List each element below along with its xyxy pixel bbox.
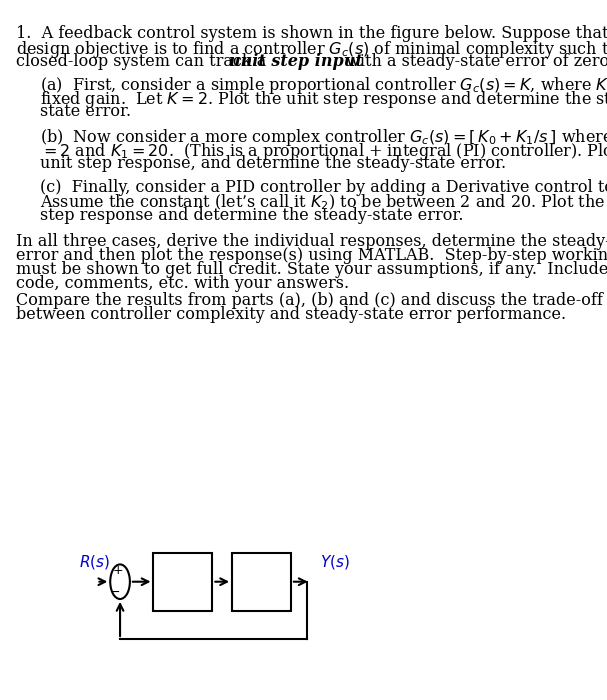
Text: +: + [112,564,123,577]
Text: unit step response, and determine the steady-state error.: unit step response, and determine the st… [39,155,506,172]
Text: (b)  Now consider a more complex controller $G_c(s) = [\, K_0 + K_1/s\,]$ where : (b) Now consider a more complex controll… [39,127,607,148]
Text: design objective is to find a controller $G_c(s)$ of minimal complexity such tha: design objective is to find a controller… [16,38,607,60]
Text: 1.  A feedback control system is shown in the figure below. Suppose that our: 1. A feedback control system is shown in… [16,25,607,42]
Text: $R(s)$: $R(s)$ [79,553,110,571]
Text: closed-loop system can track a: closed-loop system can track a [16,52,271,69]
Bar [154,553,212,611]
Text: step response and determine the steady-state error.: step response and determine the steady-s… [39,206,463,224]
Text: (c)  Finally, consider a PID controller by adding a Derivative control to (b).: (c) Finally, consider a PID controller b… [39,179,607,196]
Text: state error.: state error. [39,103,131,120]
Text: must be shown to get full credit. State your assumptions, if any.  Include the: must be shown to get full credit. State … [16,261,607,278]
Text: fixed gain.  Let $K = 2$. Plot the unit step response and determine the steady-: fixed gain. Let $K = 2$. Plot the unit s… [39,89,607,110]
Text: with a steady-state error of zero.: with a steady-state error of zero. [341,52,607,69]
Text: unit step input: unit step input [229,52,363,69]
Text: $s + 10$: $s + 10$ [240,589,283,603]
Text: $G_c(s)$: $G_c(s)$ [164,573,202,591]
Text: $= 2$ and $K_1 = 20$.  (This is a proportional + integral (PI) controller). Plot: $= 2$ and $K_1 = 20$. (This is a proport… [39,141,607,162]
Text: 10: 10 [253,562,270,576]
Bar [232,553,291,611]
Text: −: − [110,587,121,599]
Text: Compare the results from parts (a), (b) and (c) and discuss the trade-off: Compare the results from parts (a), (b) … [16,292,603,309]
Text: between controller complexity and steady-state error performance.: between controller complexity and steady… [16,306,566,323]
Text: error and then plot the response(s) using MATLAB.  Step-by-step workings: error and then plot the response(s) usin… [16,247,607,264]
Text: In all three cases, derive the individual responses, determine the steady-state: In all three cases, derive the individua… [16,233,607,250]
Text: $Y(s)$: $Y(s)$ [320,553,350,571]
Text: Assume the constant (let’s call it $K_2$) to be between 2 and 20. Plot the unit: Assume the constant (let’s call it $K_2$… [39,193,607,212]
Text: code, comments, etc. with your answers.: code, comments, etc. with your answers. [16,274,349,292]
Text: (a)  First, consider a simple proportional controller $G_c(s) = K$, where $K$ is: (a) First, consider a simple proportiona… [39,76,607,97]
